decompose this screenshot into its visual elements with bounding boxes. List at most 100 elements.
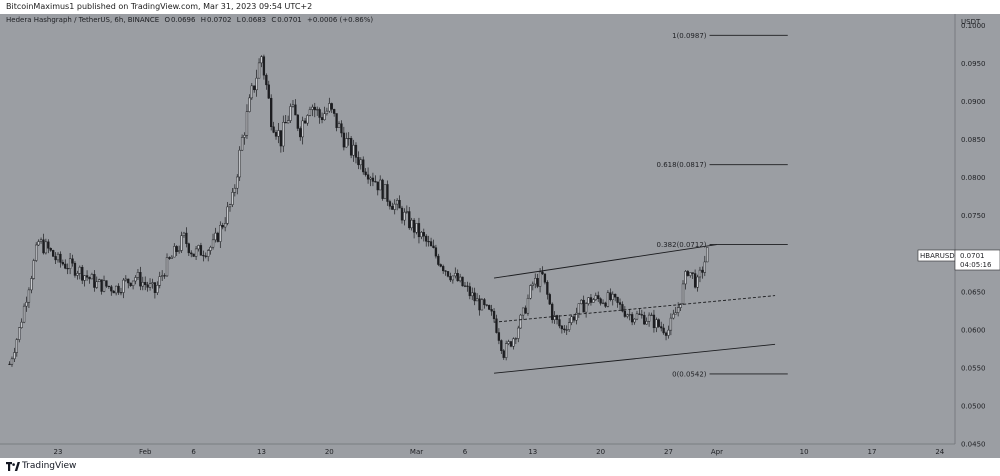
candle-250 (614, 293, 617, 302)
candle-265 (650, 312, 653, 316)
candle-273 (669, 313, 673, 336)
candle-83 (209, 245, 212, 255)
time-tick-1: Feb (139, 448, 152, 456)
candle-287 (703, 255, 706, 277)
candle-136 (337, 121, 341, 128)
footer: TradingView (0, 458, 1000, 476)
candle-53 (136, 269, 140, 281)
candle-269 (660, 321, 663, 332)
candle-226 (555, 314, 559, 325)
time-tick-10: Apr (711, 448, 723, 456)
candle-162 (400, 205, 404, 224)
candle-64 (163, 273, 166, 279)
price-chart[interactable]: 1(0.0987) 0.618(0.0817) 0.382(0.0712) 0(0.0… (0, 14, 1000, 458)
candle-5 (20, 318, 23, 329)
channel-lower-line[interactable] (494, 343, 776, 374)
candle-275 (674, 306, 677, 315)
time-tick-11: 10 (800, 448, 809, 456)
candle-126 (313, 102, 316, 118)
candle-280 (686, 270, 690, 277)
candle-17 (49, 247, 52, 252)
candle-138 (342, 126, 346, 151)
candle-111 (277, 123, 280, 144)
candle-234 (575, 307, 578, 325)
price-axis[interactable]: 0.1000 0.0950 0.0900 0.0850 0.0800 0.0750 0.07… (961, 22, 986, 449)
candle-248 (609, 288, 612, 302)
candle-171 (422, 228, 425, 242)
candle-94 (236, 174, 239, 195)
candle-208 (512, 337, 515, 350)
chart-pane[interactable]: 1(0.0987) 0.618(0.0817) 0.382(0.0712) 0(0.0… (0, 14, 1000, 458)
candle-37 (98, 278, 101, 283)
candle-189 (466, 281, 469, 292)
candle-85 (214, 227, 217, 243)
candle-7 (25, 296, 28, 312)
time-tick-3: 13 (257, 448, 266, 456)
last-price-tag: HBARUSDT 0.0701 04:05:16 (917, 249, 1000, 271)
fib-layer[interactable]: 1(0.0987) 0.618(0.0817) 0.382(0.0712) 0(0.0… (657, 32, 788, 379)
candle-99 (248, 94, 251, 113)
candle-71 (180, 231, 183, 254)
candle-73 (185, 227, 188, 248)
candle-245 (601, 299, 605, 305)
candle-144 (357, 151, 360, 170)
close-key: C (271, 16, 277, 24)
candle-198 (488, 304, 491, 311)
time-tick-8: 20 (596, 448, 605, 456)
channel-layer[interactable] (493, 244, 776, 374)
candle-228 (560, 324, 564, 334)
candle-199 (490, 304, 493, 316)
candle-13 (39, 237, 43, 244)
channel-middle-line[interactable] (494, 295, 776, 323)
candle-202 (497, 328, 501, 345)
candle-192 (473, 287, 476, 306)
candle-213 (524, 305, 527, 314)
candle-30 (81, 264, 84, 284)
candle-205 (505, 340, 508, 361)
channel-upper-line[interactable] (493, 244, 717, 279)
candle-284 (696, 274, 699, 292)
candle-65 (165, 253, 169, 277)
candle-221 (543, 273, 547, 285)
candle-68 (173, 243, 176, 258)
candle-57 (146, 281, 149, 292)
candle-214 (526, 294, 530, 316)
candle-87 (219, 221, 222, 249)
candle-175 (432, 239, 435, 249)
candle-176 (434, 244, 438, 259)
candle-96 (240, 134, 244, 151)
candle-31 (83, 275, 86, 287)
candle-249 (611, 291, 614, 306)
candle-62 (158, 271, 161, 289)
candle-195 (480, 298, 484, 311)
candle-67 (170, 255, 174, 259)
candle-255 (626, 313, 629, 319)
candle-14 (42, 233, 45, 255)
candle-97 (243, 132, 246, 145)
candle-183 (451, 275, 455, 284)
candle-145 (359, 157, 362, 170)
candle-270 (662, 323, 665, 335)
candle-124 (308, 106, 312, 117)
price-tick-10: 0.0500 (961, 402, 986, 410)
candle-174 (429, 237, 433, 247)
candle-158 (391, 202, 394, 210)
fib-level-label-1: 0.618(0.0817) (657, 161, 707, 169)
candle-225 (553, 311, 556, 324)
candle-47 (122, 278, 125, 299)
candle-80 (202, 250, 205, 262)
candle-263 (645, 317, 648, 325)
candle-246 (604, 301, 607, 308)
candle-107 (267, 80, 270, 99)
time-axis[interactable]: 23 Feb 6 13 20 Mar 6 13 20 27 Apr 10 17 24 (54, 448, 945, 456)
candle-209 (514, 337, 518, 344)
candle-8 (27, 287, 31, 308)
candle-168 (415, 223, 418, 235)
candle-236 (580, 299, 583, 305)
candle-98 (245, 104, 249, 139)
candle-109 (272, 121, 275, 134)
candle-21 (59, 251, 62, 268)
candle-170 (420, 230, 423, 240)
candle-240 (589, 293, 593, 306)
candle-184 (454, 267, 457, 279)
